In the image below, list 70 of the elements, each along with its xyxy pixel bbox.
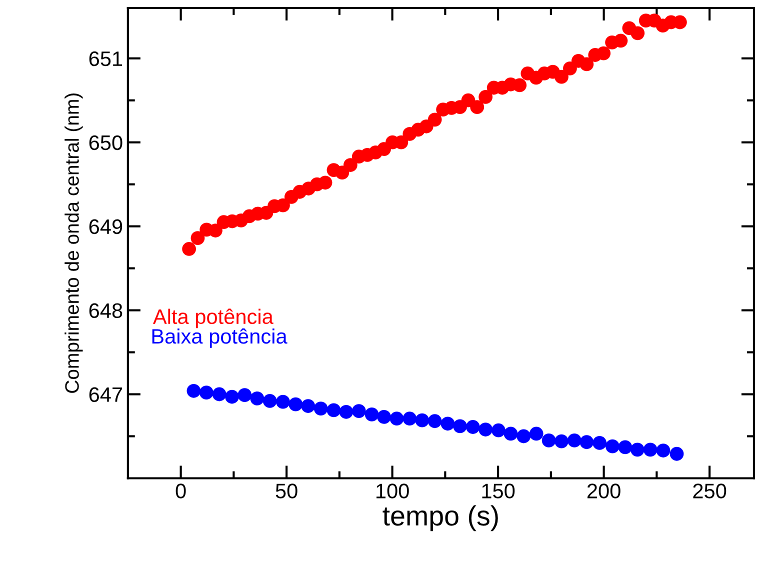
point <box>567 433 582 448</box>
y-axis-title: Comprimento de onda central (nm) <box>64 94 83 393</box>
point <box>288 397 303 412</box>
point <box>182 242 196 256</box>
point <box>656 444 670 458</box>
point <box>596 46 611 60</box>
point <box>276 198 290 212</box>
point <box>352 404 366 418</box>
point <box>364 407 379 422</box>
text: Alta potência <box>152 308 274 328</box>
x-tick-label: 0 <box>176 484 186 498</box>
point <box>466 420 480 434</box>
point <box>208 224 222 238</box>
point <box>314 402 328 416</box>
point <box>529 426 544 441</box>
point <box>262 394 277 408</box>
point <box>428 414 442 428</box>
x-tick-label: 200 <box>587 484 620 498</box>
point <box>276 394 290 409</box>
point <box>440 416 455 431</box>
x-axis-title: tempo (s) <box>382 505 498 532</box>
y-tick-label: 648 <box>89 303 122 318</box>
point <box>470 100 484 114</box>
point <box>199 386 214 400</box>
point <box>580 57 594 72</box>
point <box>542 433 556 448</box>
point <box>592 436 607 450</box>
point <box>670 446 684 461</box>
point <box>643 442 658 457</box>
point <box>238 388 252 402</box>
point <box>326 403 341 418</box>
point <box>250 392 264 406</box>
point <box>478 90 493 104</box>
x-tick-label: 100 <box>376 484 409 498</box>
x-tick-label: 150 <box>482 484 515 498</box>
point <box>563 61 577 76</box>
point <box>630 442 644 457</box>
y-tick-label: 650 <box>89 135 122 150</box>
point <box>630 26 645 40</box>
point <box>343 158 358 172</box>
x-tick-label: 250 <box>693 484 726 498</box>
point <box>554 70 568 84</box>
y-tick-label: 651 <box>89 51 122 66</box>
point <box>492 423 506 438</box>
point <box>478 422 493 436</box>
point <box>318 176 332 190</box>
point <box>415 413 430 428</box>
point <box>225 390 239 404</box>
point <box>190 231 205 246</box>
point <box>614 34 628 48</box>
point <box>390 412 404 426</box>
point <box>428 112 442 127</box>
point <box>554 434 568 448</box>
y-tick-label: 649 <box>89 219 122 234</box>
text: Baixa potência <box>152 328 288 348</box>
point <box>453 419 467 434</box>
point <box>606 439 620 454</box>
point <box>339 404 354 419</box>
point <box>516 429 531 444</box>
point <box>504 426 518 441</box>
point <box>402 412 417 426</box>
y-tick-label: 647 <box>89 387 122 402</box>
point <box>580 435 594 450</box>
x-tick-label: 50 <box>276 484 298 498</box>
point <box>512 78 527 92</box>
point <box>212 387 226 402</box>
point <box>301 399 316 413</box>
point <box>377 410 392 424</box>
point <box>186 384 201 398</box>
point <box>618 440 632 454</box>
